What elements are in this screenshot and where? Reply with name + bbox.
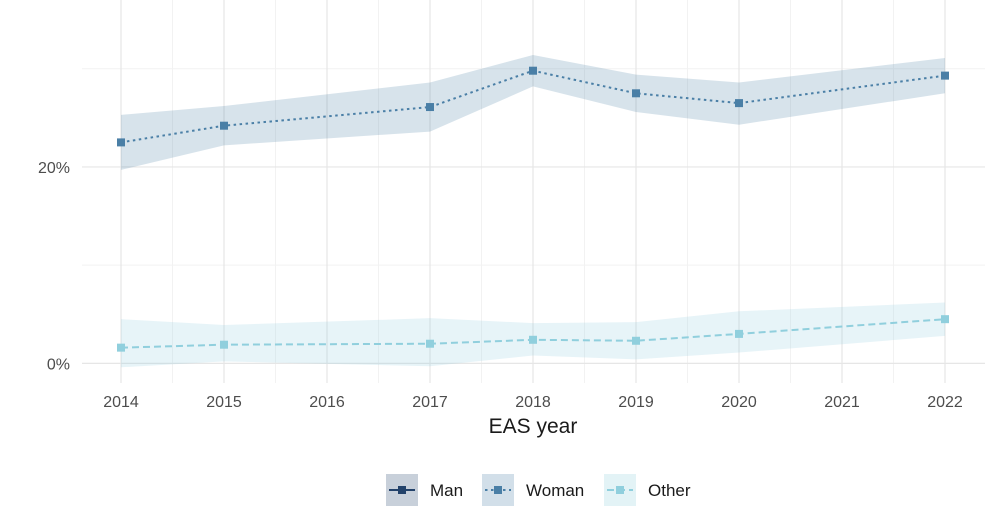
other-point xyxy=(220,340,228,349)
series-points xyxy=(117,66,949,352)
x-tick-label: 2021 xyxy=(824,394,860,411)
other-point xyxy=(632,336,640,345)
x-tick-label: 2014 xyxy=(103,394,139,411)
x-tick-label: 2018 xyxy=(515,394,551,411)
woman-point xyxy=(632,89,640,98)
woman-point xyxy=(529,66,537,75)
legend-item-other: Other xyxy=(604,474,691,506)
x-axis-title: EAS year xyxy=(489,415,578,438)
legend-key-marker-man xyxy=(398,486,406,494)
other-point xyxy=(117,343,125,352)
y-tick-label: 20% xyxy=(38,160,70,177)
legend-label-woman: Woman xyxy=(526,481,584,500)
woman-confidence-band xyxy=(121,54,945,170)
legend-item-man: Man xyxy=(386,474,463,506)
legend-label-other: Other xyxy=(648,481,691,500)
woman-point xyxy=(117,138,125,147)
x-tick-label: 2016 xyxy=(309,394,345,411)
grid-major xyxy=(82,0,985,383)
woman-point xyxy=(220,121,228,130)
woman-point xyxy=(735,99,743,108)
x-tick-label: 2022 xyxy=(927,394,963,411)
other-point xyxy=(529,335,537,344)
legend: Man Woman Other xyxy=(386,474,691,506)
legend-label-man: Man xyxy=(430,481,463,500)
woman-point xyxy=(426,103,434,112)
other-point xyxy=(426,339,434,348)
woman-point xyxy=(941,71,949,80)
confidence-bands xyxy=(121,54,945,368)
x-tick-label: 2015 xyxy=(206,394,242,411)
legend-item-woman: Woman xyxy=(482,474,584,506)
legend-key-marker-woman xyxy=(494,486,502,494)
other-point xyxy=(735,329,743,338)
x-axis-ticks: 2014 2015 2016 2017 2018 2019 2020 2021 2022 xyxy=(103,394,963,411)
x-tick-label: 2020 xyxy=(721,394,757,411)
y-tick-label: 0% xyxy=(47,356,70,373)
legend-key-marker-other xyxy=(616,486,624,494)
other-confidence-band xyxy=(121,302,945,368)
x-tick-label: 2017 xyxy=(412,394,448,411)
y-axis-ticks: 0% 20% xyxy=(38,160,70,373)
x-tick-label: 2019 xyxy=(618,394,654,411)
other-point xyxy=(941,315,949,324)
